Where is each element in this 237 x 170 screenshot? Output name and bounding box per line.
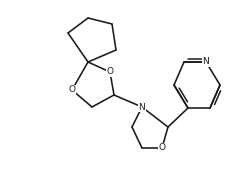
Text: O: O: [159, 143, 165, 152]
Text: O: O: [68, 86, 76, 95]
Text: O: O: [106, 67, 114, 76]
Text: N: N: [139, 103, 145, 112]
Text: N: N: [203, 57, 209, 66]
